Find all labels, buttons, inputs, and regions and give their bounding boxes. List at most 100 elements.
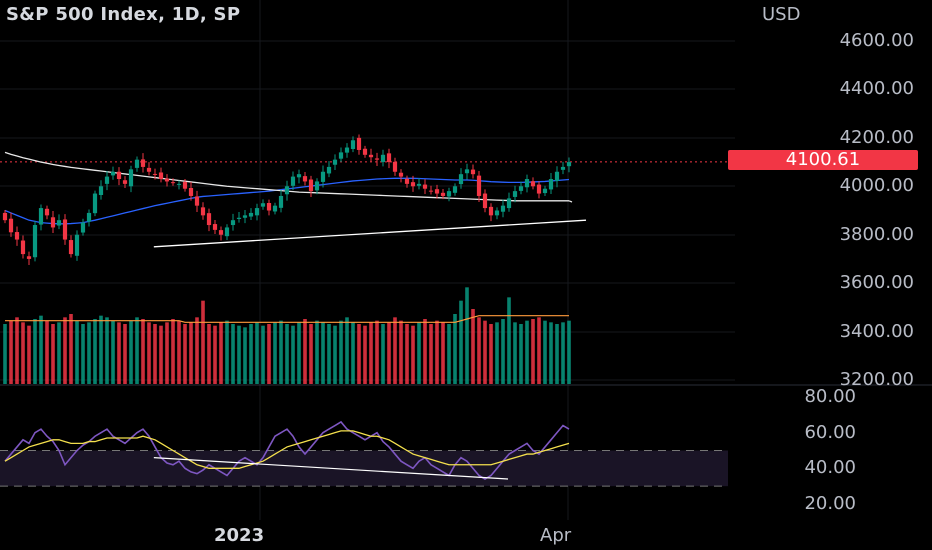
candle-body [326,166,332,174]
candle-body [518,186,524,191]
volume-bar [537,317,541,384]
candle-body [200,207,206,216]
volume-bar [201,300,205,384]
candle-body [344,147,350,153]
volume-bar [465,287,469,384]
candle-body [98,186,104,196]
candle-body [194,196,200,206]
candle-body [254,208,260,216]
volume-bar [543,320,547,384]
volume-bar [285,324,289,384]
candle-body [404,178,410,184]
candle-body [56,220,62,226]
rsi-line [4,420,570,480]
candle-body [488,206,494,216]
x-tick-label: 2023 [214,525,265,546]
candle-body [470,169,476,175]
candle-body [452,186,458,193]
volume-bar [159,325,163,384]
price-tick-label: 3400.00 [839,321,914,342]
candle-body [482,193,488,209]
candle-body [362,148,368,155]
candle-body [368,154,374,158]
candle-body [302,176,308,182]
volume-bar [345,317,349,384]
volume-bar [273,322,277,384]
volume-bar [339,320,343,384]
volume-bar [507,297,511,384]
volume-bar [69,314,73,384]
price-tick-label: 4200.00 [839,127,914,148]
volume-bar [123,324,127,384]
volume-bar [477,317,481,384]
candle-body [332,159,338,165]
candle-body [356,137,362,150]
volume-bar [33,319,37,384]
candle-body [248,212,254,217]
support-trendline [153,219,587,248]
volume-bar [51,324,55,384]
volume-bar [63,317,67,384]
candle-body [188,187,194,196]
rsi-tick-label: 60.00 [804,422,856,443]
candle-body [236,217,242,219]
volume-bar [93,319,97,384]
volume-bar [411,325,415,384]
volume-bar [213,325,217,384]
candle-body [170,182,176,184]
candle-body [182,181,188,189]
volume-bar [549,322,553,384]
candle-body [32,225,38,258]
candle-body [74,234,80,256]
volume-bar [45,320,49,384]
price-tick-label: 3200.00 [839,369,914,390]
candle-body [92,193,98,214]
volume-bar [207,324,211,384]
rsi-ma-line [4,430,570,469]
volume-bar [153,324,157,384]
volume-bar [405,324,409,384]
volume-bar [177,320,181,384]
volume-bar [81,324,85,384]
candle-body [68,240,74,255]
volume-bar [27,325,31,384]
candle-body [398,172,404,177]
candle-body [536,184,542,194]
volume-bar [561,322,565,384]
volume-bar [375,320,379,384]
candle-body [542,188,548,194]
candle-body [104,176,110,184]
candle-body [20,240,26,255]
candle-body [110,171,116,176]
candle-body [2,212,8,221]
candle-body [218,230,224,235]
candle-body [446,191,452,197]
volume-bar [351,322,355,384]
candle-body [416,183,422,186]
candle-body [494,210,500,216]
volume-bar [513,322,517,384]
candle-body [458,174,464,185]
rsi-trendline [153,457,509,480]
volume-bar [255,322,259,384]
volume-bar [429,324,433,384]
volume-bar [501,319,505,384]
volume-bar [453,314,457,384]
candle-body [152,173,158,175]
candle-body [158,172,164,180]
volume-bar [303,319,307,384]
candle-body [290,176,296,186]
volume-bar [147,322,151,384]
volume-bar [447,324,451,384]
volume-bar [435,320,439,384]
candle-body [524,179,530,188]
volume-bar [399,320,403,384]
chart-title: S&P 500 Index, 1D, SP [6,4,241,25]
candle-body [266,202,272,211]
volume-bar [219,322,223,384]
volume-bar [129,320,133,384]
price-tick-label: 4600.00 [839,30,914,51]
candle-body [278,195,284,208]
ma-white-extension [568,200,573,203]
